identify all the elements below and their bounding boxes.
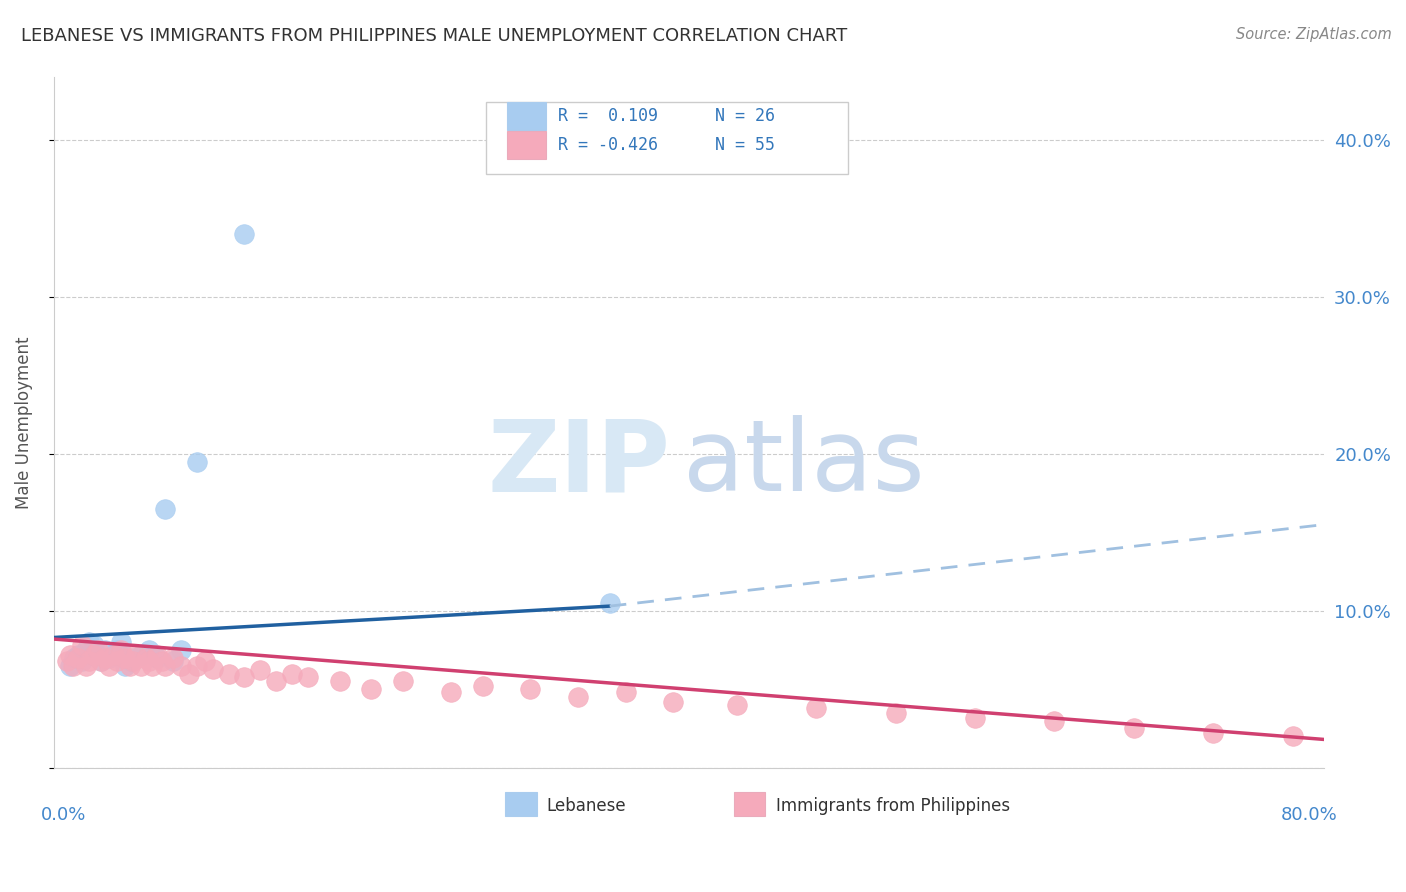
Point (599, 596, 621, 610)
Point (884, 706, 907, 720)
Point (66, 651, 89, 665)
Point (170, 658, 193, 673)
Point (87, 648, 110, 662)
Point (75, 658, 97, 673)
Text: Immigrants from Philippines: Immigrants from Philippines (776, 797, 1010, 814)
Point (87, 643, 110, 657)
Point (297, 670, 319, 684)
Point (162, 651, 184, 665)
Text: LEBANESE VS IMMIGRANTS FROM PHILIPPINES MALE UNEMPLOYMENT CORRELATION CHART: LEBANESE VS IMMIGRANTS FROM PHILIPPINES … (21, 27, 848, 45)
Point (90, 654, 112, 668)
Point (186, 455, 208, 469)
Point (281, 666, 304, 681)
Point (233, 227, 256, 242)
Point (725, 698, 748, 712)
Point (77, 654, 100, 668)
Point (114, 651, 136, 665)
Point (83, 648, 105, 662)
Text: Lebanese: Lebanese (547, 797, 627, 814)
Point (90, 654, 112, 668)
Point (264, 674, 287, 689)
Point (1202, 726, 1225, 740)
Point (162, 654, 184, 668)
Point (129, 658, 152, 673)
Point (392, 674, 415, 689)
Point (129, 648, 152, 662)
Point (201, 662, 224, 676)
Point (804, 701, 827, 715)
Point (150, 654, 173, 668)
Point (62, 658, 84, 673)
Point (75, 643, 97, 657)
Point (72, 654, 94, 668)
Point (103, 648, 125, 662)
Point (93, 651, 115, 665)
Point (72, 638, 94, 652)
FancyBboxPatch shape (508, 131, 546, 159)
Point (186, 658, 208, 673)
Point (110, 635, 132, 649)
Point (114, 658, 136, 673)
Point (120, 658, 142, 673)
Point (135, 651, 157, 665)
FancyBboxPatch shape (486, 102, 848, 174)
FancyBboxPatch shape (508, 103, 546, 130)
Text: atlas: atlas (683, 416, 924, 513)
Point (249, 664, 271, 678)
Point (614, 685, 637, 699)
Point (110, 643, 132, 657)
Y-axis label: Male Unemployment: Male Unemployment (15, 336, 32, 508)
Point (98, 651, 121, 665)
Point (93, 643, 115, 657)
Point (120, 654, 142, 668)
Point (440, 685, 463, 699)
Point (153, 501, 176, 516)
Point (662, 695, 685, 709)
Point (105, 643, 128, 657)
Point (59, 648, 82, 662)
Point (170, 643, 193, 657)
Point (105, 654, 128, 668)
Point (963, 710, 986, 724)
Point (1043, 714, 1066, 728)
Text: 0.0%: 0.0% (41, 805, 87, 823)
Text: N = 55: N = 55 (714, 136, 775, 154)
Text: R = -0.426: R = -0.426 (558, 136, 658, 154)
Text: 80.0%: 80.0% (1281, 805, 1337, 823)
Text: R =  0.109: R = 0.109 (558, 107, 658, 125)
Point (177, 666, 200, 681)
Point (194, 654, 217, 668)
FancyBboxPatch shape (505, 792, 537, 816)
Point (153, 658, 176, 673)
Point (98, 658, 121, 673)
Point (103, 648, 125, 662)
Point (59, 658, 82, 673)
Point (1281, 729, 1303, 743)
Point (66, 648, 89, 662)
Point (125, 648, 148, 662)
Point (63, 651, 86, 665)
Point (141, 658, 163, 673)
Point (218, 666, 240, 681)
Point (567, 690, 589, 705)
Point (146, 648, 169, 662)
Text: N = 26: N = 26 (714, 107, 775, 125)
FancyBboxPatch shape (734, 792, 765, 816)
Point (55, 654, 77, 668)
Point (519, 682, 541, 697)
Point (146, 651, 169, 665)
Point (122, 654, 145, 668)
Text: Source: ZipAtlas.com: Source: ZipAtlas.com (1236, 27, 1392, 42)
Point (360, 682, 382, 697)
Point (77, 635, 100, 649)
Point (138, 654, 160, 668)
Point (471, 679, 494, 693)
Point (233, 670, 256, 684)
Point (83, 638, 105, 652)
Point (1122, 722, 1144, 736)
Point (329, 674, 352, 689)
Text: ZIP: ZIP (488, 416, 671, 513)
Point (122, 651, 145, 665)
Point (138, 643, 160, 657)
